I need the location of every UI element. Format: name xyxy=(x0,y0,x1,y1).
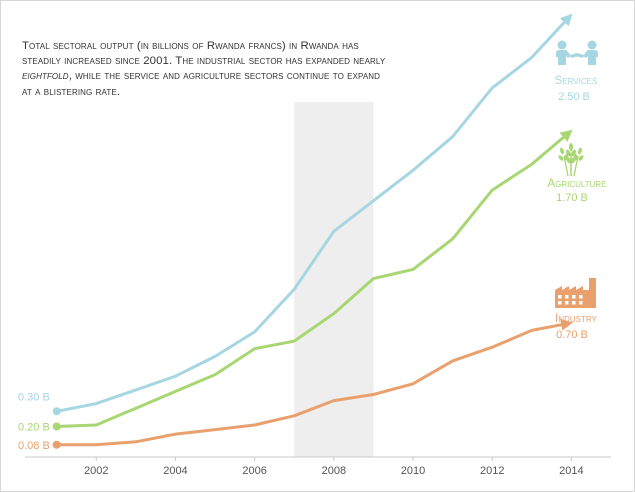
description-text-start: Total sectoral output (in billions of Rw… xyxy=(22,40,386,68)
factory-icon xyxy=(555,278,596,308)
industry-start-label: 0.08 B xyxy=(18,440,50,452)
industry-start-point xyxy=(52,440,61,449)
services-start-point xyxy=(52,407,61,416)
services-legend-value: 2.50 B xyxy=(558,91,590,103)
agriculture-series-line xyxy=(56,129,573,428)
x-tick-label: 2006 xyxy=(242,465,266,477)
handshake-people-icon xyxy=(556,40,598,65)
description-emphasis: eightfold xyxy=(22,70,69,83)
x-tick-label: 2004 xyxy=(163,465,187,477)
x-tick-label: 2012 xyxy=(480,465,504,477)
series-start-labels: 0.30 B 0.20 B 0.08 B xyxy=(18,391,50,452)
services-legend-name: Services xyxy=(555,75,598,87)
industry-series-line xyxy=(56,318,573,447)
services-start-label: 0.30 B xyxy=(18,391,50,403)
agriculture-legend-value: 1.70 B xyxy=(556,192,588,204)
shaded-period-band xyxy=(294,102,374,457)
description-text-end: , while the service and agriculture sect… xyxy=(22,70,381,98)
wheat-icon xyxy=(558,143,584,177)
industry-legend-value: 0.70 B xyxy=(556,329,588,341)
x-tick-label: 2014 xyxy=(559,465,583,477)
agriculture-start-label: 0.20 B xyxy=(18,422,50,434)
x-tick-label: 2010 xyxy=(401,465,425,477)
chart-description: Total sectoral output (in billions of Rw… xyxy=(22,39,392,100)
x-tick-label: 2002 xyxy=(84,465,108,477)
x-axis-ticks: 2002 2004 2006 2008 2010 2012 2014 xyxy=(84,457,584,477)
services-series-line xyxy=(56,13,573,413)
industry-legend-name: Industry xyxy=(555,313,597,325)
series-lines xyxy=(52,13,573,449)
agriculture-start-point xyxy=(52,422,61,431)
agriculture-legend-name: Agriculture xyxy=(547,178,606,190)
x-tick-label: 2008 xyxy=(322,465,346,477)
